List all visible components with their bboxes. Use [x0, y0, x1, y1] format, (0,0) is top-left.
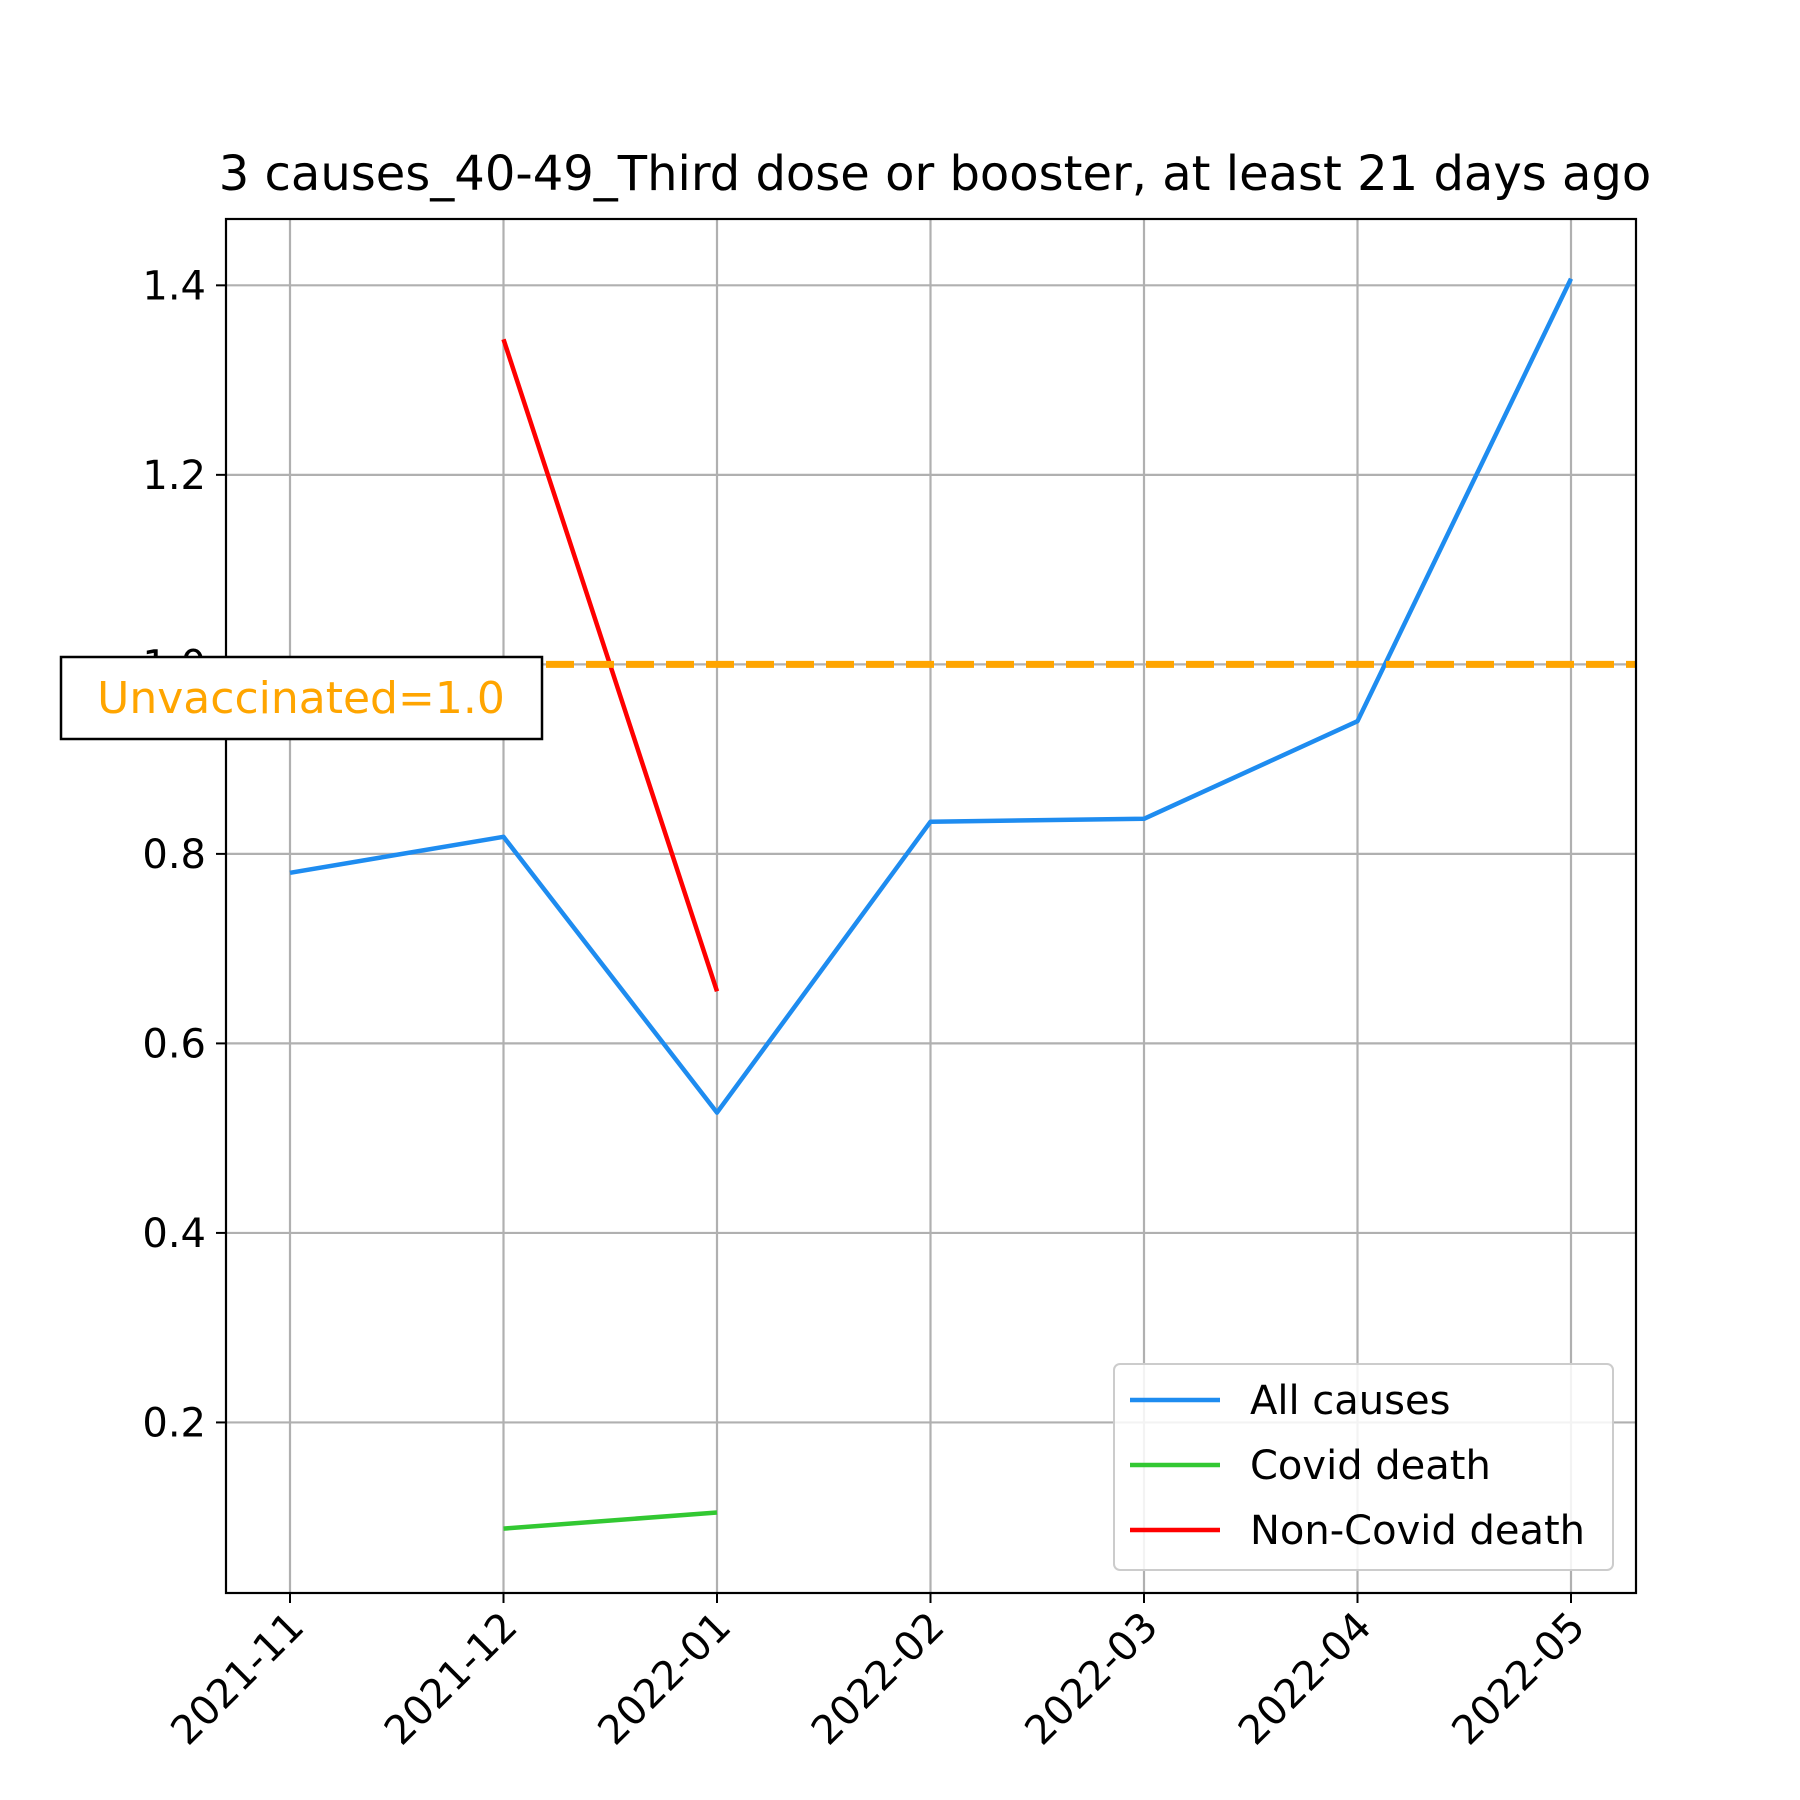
y-tick-label: 0.4 [142, 1211, 206, 1257]
y-tick-label: 0.2 [142, 1400, 206, 1446]
legend-label: Covid death [1250, 1443, 1491, 1489]
y-tick-label: 0.8 [142, 832, 206, 878]
annotation-text: Unvaccinated=1.0 [97, 673, 505, 724]
y-tick-label: 1.2 [142, 453, 206, 499]
series-line-covid-death [503, 1510, 718, 1531]
legend-label: Non-Covid death [1250, 1508, 1585, 1554]
y-tick-label: 0.6 [142, 1021, 206, 1067]
legend: All causes Covid death Non-Covid death [1113, 1363, 1614, 1571]
annotation-box [59, 655, 544, 741]
grid [226, 219, 1636, 1593]
chart-title: 3 causes_40-49_Third dose or booster, at… [219, 146, 1652, 202]
y-tick-label: 1.4 [142, 263, 206, 309]
legend-label: All causes [1250, 1378, 1450, 1424]
series-line-all-causes [289, 277, 1574, 1115]
annotation: Unvaccinated=1.0 [59, 655, 544, 741]
legend-box [1113, 1363, 1614, 1571]
